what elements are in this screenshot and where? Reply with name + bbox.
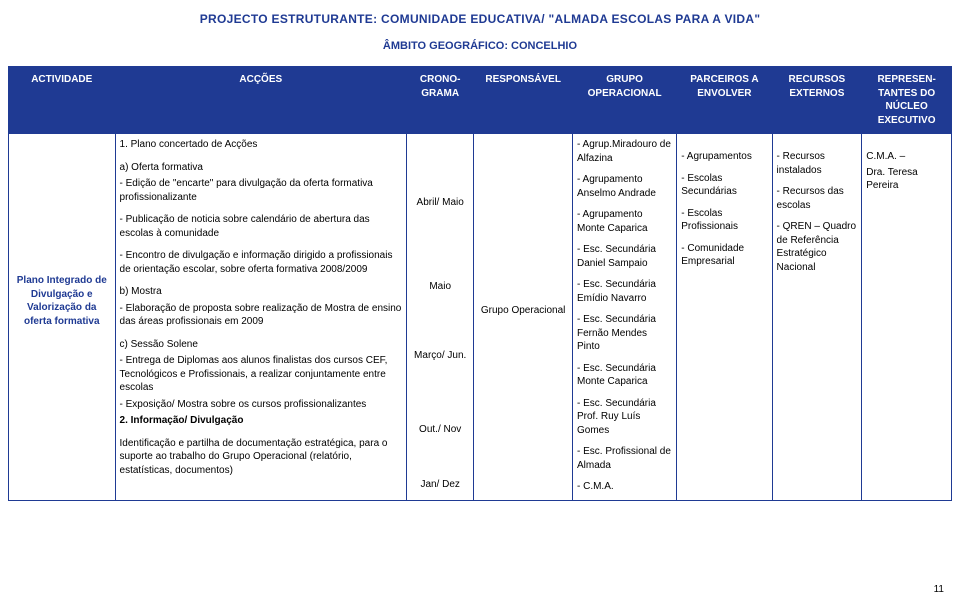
grupo-item: - Esc. Profissional de Almada (577, 445, 672, 472)
recursos-item: - Recursos das escolas (777, 185, 858, 212)
col-representantes: REPRESEN-TANTES DO NÚCLEO EXECUTIVO (862, 67, 952, 134)
col-parceiros: PARCEIROS A ENVOLVER (677, 67, 772, 134)
col-cronograma: CRONO-GRAMA (407, 67, 474, 134)
header-row: ACTIVIDADE ACÇÕES CRONO-GRAMA RESPONSÁVE… (9, 67, 952, 134)
grupo-item: - Agrupamento Monte Caparica (577, 208, 672, 235)
accoes-line: c) Sessão Solene (120, 338, 403, 352)
page-number: 11 (934, 584, 944, 595)
col-grupo-op: GRUPO OPERACIONAL (572, 67, 676, 134)
parceiros-item: - Comunidade Empresarial (681, 242, 767, 269)
accoes-line: a) Oferta formativa (120, 161, 403, 175)
grupo-item: - Agrupamento Anselmo Andrade (577, 173, 672, 200)
cell-actividade: Plano Integrado de Divulgação e Valoriza… (9, 134, 116, 501)
grupo-item: - Agrup.Miradouro de Alfazina (577, 138, 672, 165)
col-responsavel: RESPONSÁVEL (474, 67, 573, 134)
grupo-item: - Esc. Secundária Fernão Mendes Pinto (577, 313, 672, 354)
crono-item: Março/ Jun. (411, 349, 469, 363)
col-accoes: ACÇÕES (115, 67, 407, 134)
parceiros-item: - Escolas Secundárias (681, 172, 767, 199)
accoes-line: b) Mostra (120, 285, 403, 299)
accoes-line: 1. Plano concertado de Acções (120, 138, 403, 152)
col-actividade: ACTIVIDADE (9, 67, 116, 134)
crono-item: Abril/ Maio (411, 196, 469, 210)
cell-grupo-op: - Agrup.Miradouro de Alfazina - Agrupame… (572, 134, 676, 501)
recursos-item: - QREN – Quadro de Referência Estratégic… (777, 220, 858, 274)
table-row: Plano Integrado de Divulgação e Valoriza… (9, 134, 952, 501)
grupo-item: - C.M.A. (577, 480, 672, 494)
accoes-line: - Entrega de Diplomas aos alunos finalis… (120, 354, 403, 395)
crono-item: Out./ Nov (411, 423, 469, 437)
cell-cronograma: Abril/ Maio Maio Março/ Jun. Out./ Nov J… (407, 134, 474, 501)
title-block: PROJECTO ESTRUTURANTE: COMUNIDADE EDUCAT… (0, 0, 960, 56)
accoes-line: - Elaboração de proposta sobre realizaçã… (120, 302, 403, 329)
cell-recursos: - Recursos instalados - Recursos das esc… (772, 134, 862, 501)
accoes-line: - Exposição/ Mostra sobre os cursos prof… (120, 398, 403, 412)
geo-scope: ÂMBITO GEOGRÁFICO: CONCELHIO (0, 40, 960, 52)
accoes-line: 2. Informação/ Divulgação (120, 414, 403, 428)
cell-responsavel: Grupo Operacional (474, 134, 573, 501)
cell-parceiros: - Agrupamentos - Escolas Secundárias - E… (677, 134, 772, 501)
main-table: ACTIVIDADE ACÇÕES CRONO-GRAMA RESPONSÁVE… (8, 66, 952, 501)
col-recursos: RECURSOS EXTERNOS (772, 67, 862, 134)
crono-item: Jan/ Dez (411, 478, 469, 492)
grupo-item: - Esc. Secundária Prof. Ruy Luís Gomes (577, 397, 672, 438)
accoes-line: - Encontro de divulgação e informação di… (120, 249, 403, 276)
grupo-item: - Esc. Secundária Daniel Sampaio (577, 243, 672, 270)
accoes-line: - Publicação de noticia sobre calendário… (120, 213, 403, 240)
accoes-line: - Edição de "encarte" para divulgação da… (120, 177, 403, 204)
project-title: PROJECTO ESTRUTURANTE: COMUNIDADE EDUCAT… (0, 12, 960, 26)
cell-representantes: C.M.A. – Dra. Teresa Pereira (862, 134, 952, 501)
rep-item: C.M.A. – (866, 150, 947, 164)
crono-item: Maio (411, 280, 469, 294)
recursos-item: - Recursos instalados (777, 150, 858, 177)
cell-accoes: 1. Plano concertado de Acções a) Oferta … (115, 134, 407, 501)
accoes-line: Identificação e partilha de documentação… (120, 437, 403, 478)
rep-item: Dra. Teresa Pereira (866, 166, 947, 193)
parceiros-item: - Escolas Profissionais (681, 207, 767, 234)
grupo-item: - Esc. Secundária Emídio Navarro (577, 278, 672, 305)
grupo-item: - Esc. Secundária Monte Caparica (577, 362, 672, 389)
parceiros-item: - Agrupamentos (681, 150, 767, 164)
